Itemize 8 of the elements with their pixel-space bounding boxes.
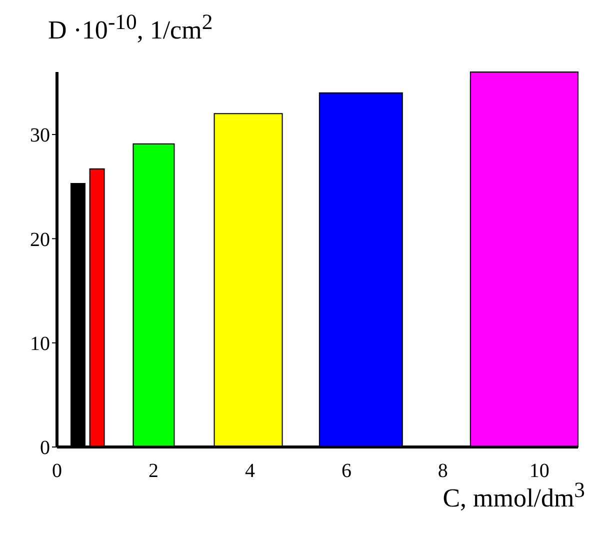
x-tick-label: 2 — [148, 460, 158, 482]
y-tick-label: 0 — [40, 437, 50, 460]
x-tick-label: 6 — [341, 460, 352, 482]
y-tick-label: 20 — [30, 228, 50, 251]
y-tick-label: 30 — [30, 124, 50, 147]
y-axis-title: D ·10$^{-10}$, 1/cm$^{2}$ — [48, 10, 213, 46]
x-tick-label: 4 — [244, 460, 255, 482]
y-tick-label: 10 — [30, 332, 50, 355]
